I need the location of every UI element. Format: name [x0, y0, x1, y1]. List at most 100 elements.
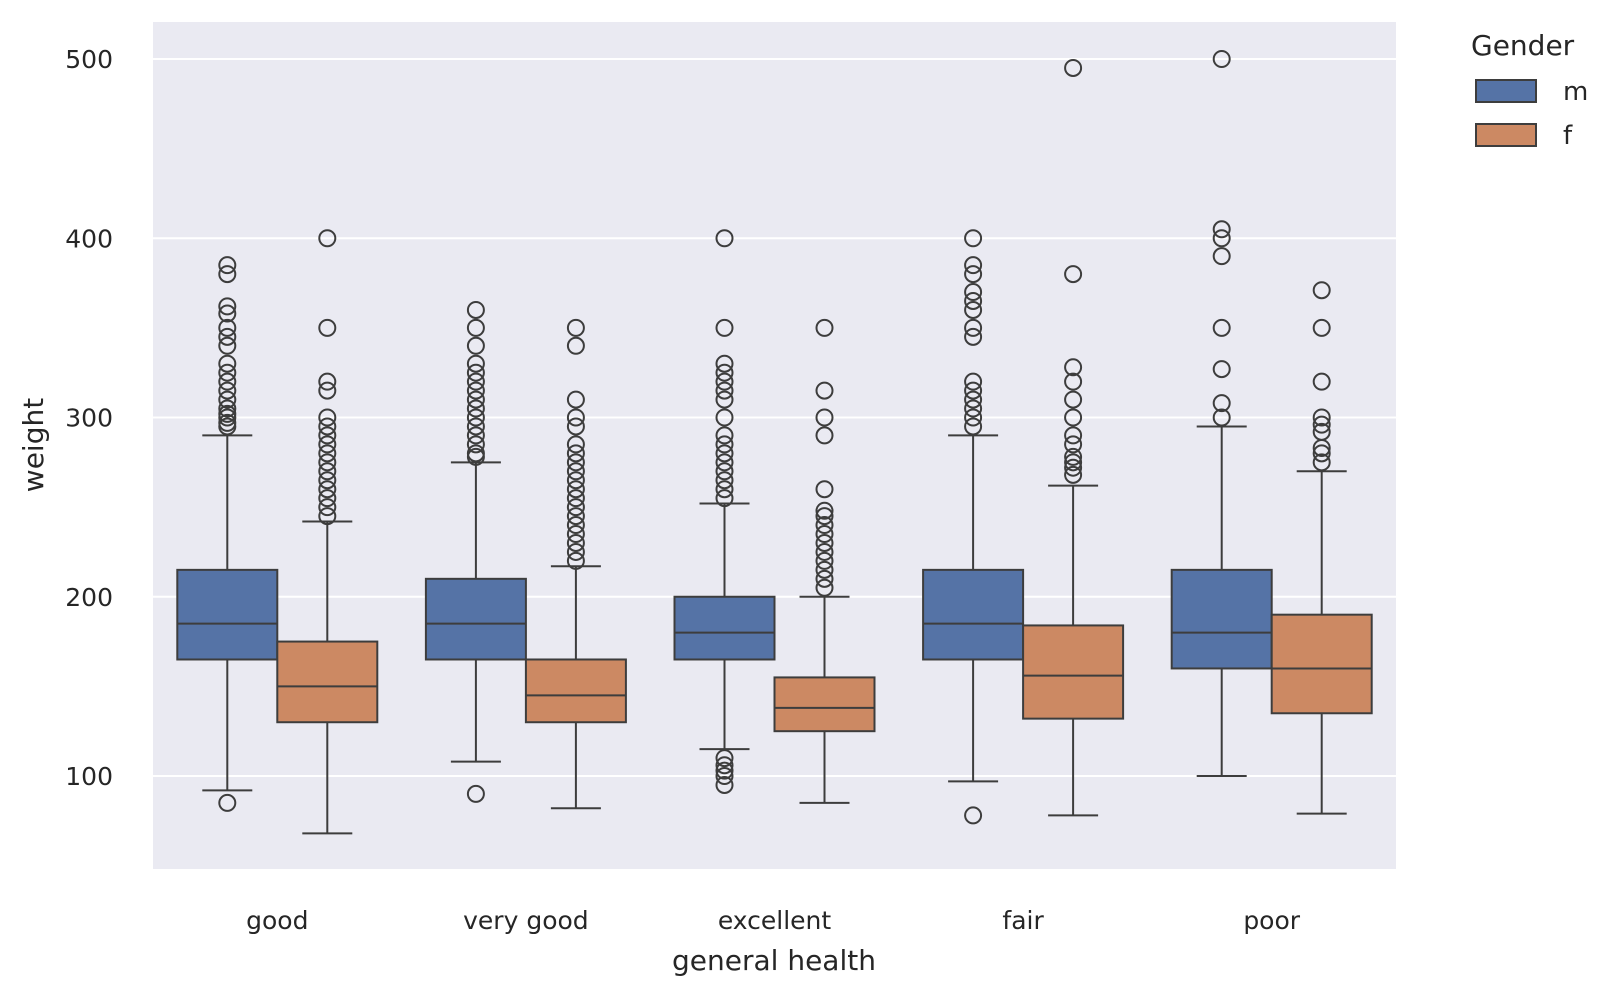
- outlier-point: [218, 304, 237, 323]
- outlier-point: [318, 471, 337, 490]
- outlier-point: [218, 363, 237, 382]
- x-tick-labels: good very good excellent fair poor: [246, 906, 1301, 935]
- box: [524, 658, 627, 724]
- outlier-point: [1064, 372, 1083, 391]
- outlier-point: [1212, 220, 1231, 239]
- outlier-point: [218, 256, 237, 275]
- box: [424, 577, 527, 661]
- x-tick-label: fair: [1002, 906, 1044, 935]
- outlier-point: [715, 426, 734, 445]
- outlier-point: [715, 435, 734, 454]
- outlier-point: [715, 462, 734, 481]
- x-axis-label: general health: [672, 944, 876, 977]
- x-tick-label: very good: [463, 906, 589, 935]
- outlier-point: [566, 435, 585, 454]
- outlier-point: [964, 229, 983, 248]
- outlier-point: [815, 560, 834, 579]
- outlier-point: [715, 363, 734, 382]
- outlier-point: [318, 480, 337, 499]
- outlier-point: [1312, 372, 1331, 391]
- box-group: [922, 229, 1025, 825]
- outlier-point: [566, 533, 585, 552]
- outlier-point: [466, 408, 485, 427]
- outlier-point: [318, 435, 337, 454]
- box: [673, 595, 776, 661]
- outlier-point: [218, 372, 237, 391]
- outlier-point: [318, 453, 337, 472]
- outlier-point: [715, 381, 734, 400]
- x-tick-label: good: [246, 906, 308, 935]
- outlier-point: [715, 318, 734, 337]
- outlier-point: [815, 426, 834, 445]
- outlier-point: [566, 516, 585, 535]
- outlier-point: [218, 793, 237, 812]
- outlier-point: [1312, 453, 1331, 472]
- box: [773, 676, 876, 733]
- outlier-point: [1312, 415, 1331, 434]
- outlier-point: [566, 489, 585, 508]
- outlier-point: [1064, 435, 1083, 454]
- outlier-point: [1312, 444, 1331, 463]
- outlier-point: [566, 542, 585, 561]
- outlier-point: [1212, 394, 1231, 413]
- outlier-point: [715, 480, 734, 499]
- outlier-point: [715, 354, 734, 373]
- outlier-point: [1064, 358, 1083, 377]
- outlier-point: [815, 507, 834, 526]
- outlier-point: [466, 435, 485, 454]
- outlier-point: [715, 229, 734, 248]
- outlier-point: [566, 525, 585, 544]
- legend-label: m: [1563, 77, 1588, 107]
- x-tick-label: poor: [1243, 906, 1300, 935]
- box-group: [276, 229, 379, 835]
- outlier-point: [566, 408, 585, 427]
- legend-swatch: [1475, 79, 1537, 103]
- outlier-point: [218, 390, 237, 409]
- outlier-point: [566, 551, 585, 570]
- outlier-point: [1212, 360, 1231, 379]
- outlier-point: [715, 749, 734, 768]
- outlier-point: [566, 318, 585, 337]
- outlier-point: [566, 507, 585, 526]
- x-tick-label: excellent: [718, 906, 832, 935]
- box-group: [773, 318, 876, 804]
- outlier-point: [1212, 318, 1231, 337]
- outlier-point: [466, 444, 485, 463]
- outlier-point: [1064, 408, 1083, 427]
- outlier-point: [318, 417, 337, 436]
- outlier-point: [1064, 458, 1083, 477]
- outlier-point: [964, 372, 983, 391]
- outlier-point: [1064, 58, 1083, 77]
- outlier-point: [318, 426, 337, 445]
- outlier-point: [715, 767, 734, 785]
- outlier-point: [566, 498, 585, 517]
- outlier-point: [466, 381, 485, 400]
- legend-label: f: [1563, 121, 1573, 151]
- outlier-point: [1312, 408, 1331, 427]
- outlier-point: [318, 444, 337, 463]
- box-group: [524, 318, 627, 810]
- outlier-point: [715, 390, 734, 409]
- outlier-point: [566, 453, 585, 472]
- outlier-point: [964, 408, 983, 427]
- plot-background: [153, 22, 1396, 869]
- outlier-point: [566, 462, 585, 481]
- outlier-point: [318, 462, 337, 481]
- outlier-point: [566, 390, 585, 409]
- outlier-point: [466, 363, 485, 382]
- outlier-point: [964, 327, 983, 346]
- outlier-point: [1212, 247, 1231, 266]
- box-group: [424, 300, 527, 803]
- outlier-point: [318, 381, 337, 400]
- outlier-point: [715, 372, 734, 391]
- outlier-point: [218, 265, 237, 284]
- outlier-point: [566, 471, 585, 490]
- outlier-point: [466, 399, 485, 418]
- outlier-point: [566, 336, 585, 355]
- box: [1270, 613, 1373, 715]
- outlier-point: [1064, 426, 1083, 445]
- legend-swatch: [1475, 123, 1537, 147]
- outlier-point: [715, 489, 734, 508]
- outlier-point: [318, 498, 337, 517]
- outlier-point: [218, 327, 237, 346]
